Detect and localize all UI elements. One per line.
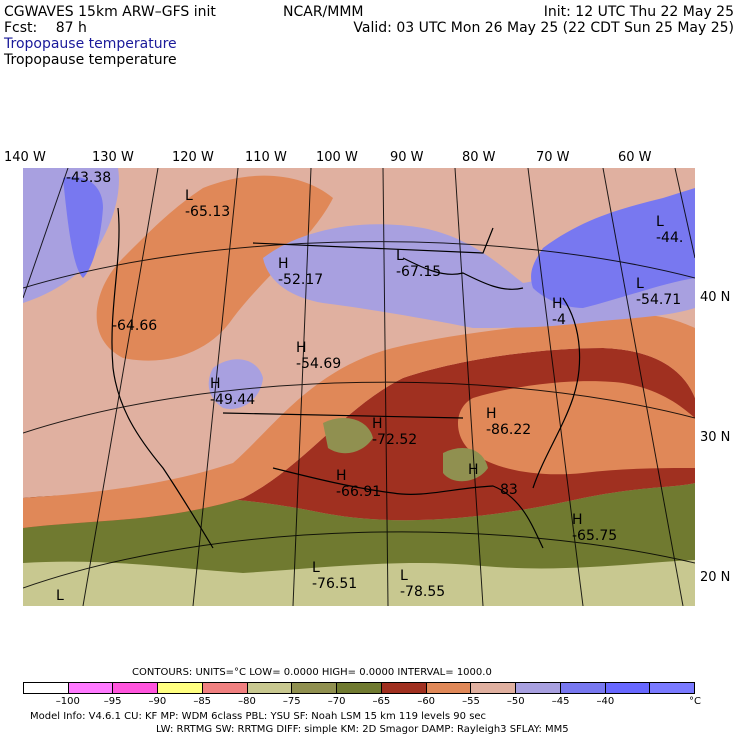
- org-label: NCAR/MMM: [283, 4, 364, 20]
- region-minus60: [23, 313, 695, 528]
- extremum-label: H -65.75: [572, 512, 618, 544]
- colorbar-tick-label: –65: [372, 696, 391, 707]
- colorbar-swatch: [337, 683, 382, 693]
- colorbar-swatch: [381, 683, 427, 693]
- colorbar-swatch: [605, 683, 651, 693]
- colorbar-unit: °C: [689, 696, 701, 707]
- colorbar-swatch: [560, 683, 606, 693]
- colorbar-tick-label: –70: [327, 696, 346, 707]
- colorbar-tick-label: –75: [282, 696, 301, 707]
- speckle-region: [443, 448, 488, 482]
- colorbar-swatch: [650, 683, 695, 693]
- model-info-line2: LW: RRTMG SW: RRTMG DIFF: simple KM: 2D …: [156, 724, 569, 735]
- lat-label: 40 N: [700, 290, 731, 305]
- extremum-label: H -4: [552, 296, 566, 328]
- colorbar-swatch: [158, 683, 203, 693]
- lon-label: 130 W: [92, 150, 134, 165]
- lat-label: 30 N: [700, 430, 731, 445]
- lon-label: 80 W: [462, 150, 496, 165]
- init-time: Init: 12 UTC Thu 22 May 25: [543, 4, 734, 20]
- extremum-label: L -67.15: [396, 248, 442, 280]
- colorbar-swatch: [68, 683, 114, 693]
- colorbar-swatch: [426, 683, 472, 693]
- field-title-2: Tropopause temperature: [4, 52, 177, 68]
- extremum-label: H -72.52: [372, 416, 418, 448]
- region-minus45-ne: [531, 188, 695, 308]
- region-minus50-west: [208, 359, 263, 409]
- extremum-label: L -76.51: [312, 560, 358, 592]
- colorbar-tick-label: –55: [462, 696, 480, 707]
- extremum-label: L -44.: [656, 214, 684, 246]
- colorbar-swatch: [471, 683, 517, 693]
- region-minus45-nw: [63, 176, 103, 278]
- model-info-line1: Model Info: V4.6.1 CU: KF MP: WDM 6class…: [30, 711, 487, 722]
- colorbar-tick-label: –95: [103, 696, 122, 707]
- colorbar-swatch: [516, 683, 561, 693]
- colorbar-tick-label: –90: [148, 696, 167, 707]
- lon-label: 120 W: [172, 150, 214, 165]
- forecast-label: Fcst: 87 h: [4, 20, 87, 36]
- lon-label: 110 W: [245, 150, 287, 165]
- colorbar-swatch: [24, 683, 69, 693]
- colorbar-tick-label: –50: [506, 696, 525, 707]
- tropopause-temperature-map: [23, 168, 695, 606]
- field-title-1: Tropopause temperature: [4, 36, 177, 52]
- extremum-label: H -86.22: [486, 406, 532, 438]
- lon-label: 90 W: [390, 150, 424, 165]
- extremum-label: -43.38: [66, 170, 112, 186]
- colorbar-swatch: [202, 683, 248, 693]
- lon-label: 70 W: [536, 150, 570, 165]
- colorbar-tick-label: –80: [238, 696, 256, 707]
- colorbar-swatch: [113, 683, 159, 693]
- extremum-label: H -52.17: [278, 256, 324, 288]
- extremum-label: H -49.44: [210, 376, 256, 408]
- colorbar-swatch: [292, 683, 338, 693]
- contours-info: CONTOURS: UNITS=°C LOW= 0.0000 HIGH= 0.0…: [132, 667, 492, 678]
- colorbar-tick-label: –45: [551, 696, 570, 707]
- lon-label: 140 W: [4, 150, 46, 165]
- lon-label: 60 W: [618, 150, 652, 165]
- model-title: CGWAVES 15km ARW–GFS init: [4, 4, 216, 20]
- speckle-region: [323, 418, 373, 454]
- region-minus75: [23, 560, 695, 606]
- colorbar-tick-label: –85: [193, 696, 212, 707]
- colorbar-swatch: [247, 683, 293, 693]
- lon-label: 100 W: [316, 150, 358, 165]
- colorbar-tick-label: –40: [596, 696, 615, 707]
- fcst-label: Fcst:: [4, 20, 38, 36]
- extremum-label: L: [56, 588, 64, 604]
- extremum-label: H -66.91: [336, 468, 382, 500]
- coastlines: [111, 207, 581, 549]
- region-minus60-north: [96, 175, 334, 361]
- extremum-label: H -54.69: [296, 340, 342, 372]
- lat-label: 20 N: [700, 570, 731, 585]
- extremum-label: L -78.55: [400, 568, 446, 600]
- colorbar: [23, 682, 695, 694]
- valid-time: Valid: 03 UTC Mon 26 May 25 (22 CDT Sun …: [353, 20, 734, 36]
- extremum-label: H: [468, 462, 479, 478]
- extremum-label: -64.66: [112, 318, 158, 334]
- colorbar-tick-label: –100: [55, 696, 80, 707]
- extremum-label: L -54.71: [636, 276, 682, 308]
- fcst-value: 87 h: [55, 20, 87, 36]
- graticule: [23, 168, 695, 606]
- extremum-label: L -65.13: [185, 188, 231, 220]
- extremum-label: 83: [500, 482, 518, 498]
- colorbar-tick-label: –60: [417, 696, 436, 707]
